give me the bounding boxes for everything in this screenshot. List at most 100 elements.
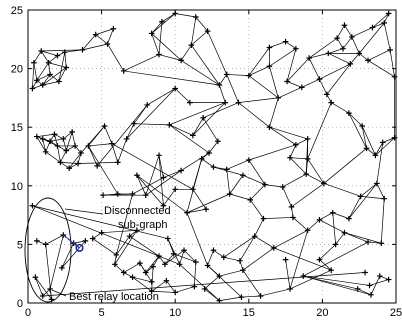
graph-edge	[323, 148, 367, 184]
graph-node	[101, 123, 108, 129]
graph-edge	[269, 97, 279, 128]
graph-edge	[278, 87, 302, 99]
graph-edge	[328, 48, 344, 54]
graph-edge	[33, 50, 42, 63]
graph-edge	[361, 125, 376, 156]
graph-edge	[389, 49, 395, 77]
graph-edge	[376, 183, 385, 199]
graph-edge	[303, 275, 358, 290]
graph-node	[34, 133, 40, 140]
graph-node	[178, 167, 184, 174]
graph-edge	[145, 255, 160, 273]
graph-node	[306, 55, 312, 61]
graph-edge	[48, 62, 67, 68]
graph-node	[369, 24, 376, 31]
graph-edge	[36, 80, 43, 86]
graph-node	[354, 286, 361, 292]
graph-node	[72, 143, 78, 149]
graph-edge	[82, 34, 96, 51]
graph-node	[298, 84, 305, 91]
graph-edge	[132, 276, 152, 292]
graph-node	[112, 261, 118, 268]
y-tick-label: 15	[11, 122, 23, 134]
graph-edge	[117, 138, 127, 163]
graph-node	[247, 197, 254, 203]
graph-edge	[305, 138, 309, 175]
graph-node	[266, 124, 273, 130]
graph-node	[271, 245, 277, 251]
graph-node	[282, 256, 289, 263]
graph-edge	[69, 163, 79, 169]
graph-edge	[201, 158, 214, 168]
graph-edge	[35, 277, 44, 297]
graph-edge	[367, 49, 391, 61]
graph-edge	[163, 170, 182, 178]
graph-edge	[96, 104, 148, 167]
graph-edge	[331, 102, 350, 114]
graph-node	[334, 35, 340, 41]
relay-link-1	[62, 234, 80, 249]
graph-node	[32, 274, 39, 281]
graph-node	[381, 195, 388, 202]
graph-edge	[375, 137, 395, 156]
graph-edge	[180, 60, 220, 86]
graph-edge	[376, 142, 384, 184]
graph-edge	[57, 145, 67, 151]
graph-node	[39, 293, 46, 299]
graph-node	[63, 64, 70, 71]
graph-edge	[336, 25, 345, 39]
graph-node	[75, 160, 81, 167]
graph-edge	[344, 232, 369, 243]
graph-edge	[249, 199, 264, 219]
x-tick-label: 15	[243, 307, 255, 319]
graph-edge	[351, 27, 373, 38]
graph-edge	[326, 94, 332, 103]
graph-node	[223, 71, 230, 78]
graph-node	[162, 261, 168, 268]
graph-node	[341, 22, 348, 29]
graph-node	[293, 45, 299, 52]
graph-node	[69, 129, 75, 135]
graph-edge	[303, 275, 372, 296]
graph-node	[325, 50, 332, 57]
graph-edge	[195, 16, 208, 32]
graph-node	[114, 191, 121, 197]
graph-edge	[229, 175, 244, 195]
graph-edge	[145, 170, 182, 196]
graph-edge	[63, 131, 73, 140]
graph-edge	[207, 250, 214, 266]
relay-pointer-line	[51, 289, 67, 297]
graph-edge	[226, 169, 231, 195]
graph-node	[223, 166, 230, 173]
graph-edge	[88, 145, 119, 195]
graph-node	[38, 48, 45, 54]
graph-edge	[183, 250, 197, 263]
graph-edge	[48, 55, 58, 64]
graph-edge	[49, 134, 55, 142]
graph-edge	[58, 52, 66, 82]
graph-edge	[239, 236, 255, 261]
graph-node	[85, 143, 92, 149]
graph-node	[47, 138, 53, 145]
graph-edge	[223, 235, 255, 258]
graph-node	[178, 57, 184, 64]
graph-node	[216, 273, 223, 279]
graph-node	[204, 262, 211, 269]
graph-edge	[308, 57, 320, 80]
graph-node	[156, 152, 162, 159]
graph-edge	[248, 47, 270, 76]
graph-node	[59, 265, 65, 271]
graph-edge	[303, 241, 369, 277]
graph-edge	[260, 288, 291, 297]
graph-edge	[151, 21, 163, 34]
graph-node	[346, 110, 352, 116]
graph-node	[316, 76, 323, 82]
graph-edge	[133, 123, 170, 126]
graph-node	[60, 136, 67, 142]
graph-node	[347, 61, 354, 67]
graph-edge	[151, 33, 182, 61]
graph-edge	[326, 63, 351, 95]
graph-edge	[32, 205, 168, 239]
graph-edge	[58, 67, 67, 82]
